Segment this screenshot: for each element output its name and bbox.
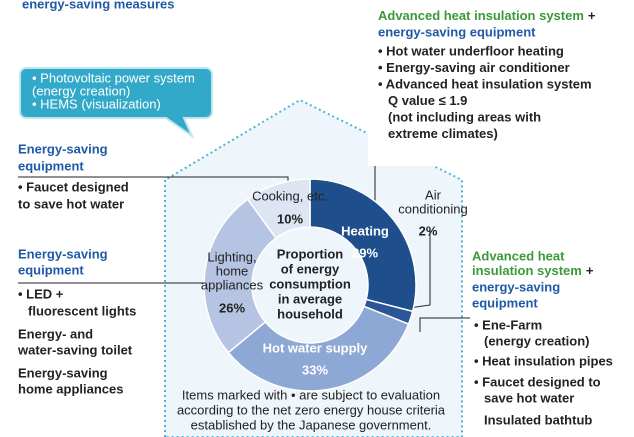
text-line: to save hot water [18,196,124,211]
heading-part: insulation system [472,263,582,278]
heading: Advanced heat insulation system + [378,8,596,23]
text-line: according to the net zero energy house c… [177,402,446,417]
list-item: • Advanced heat insulation system [378,76,592,91]
slice-label: Air [425,187,442,202]
list-item: • Heat insulation pipes [474,353,613,368]
list-item: Energy-saving [18,365,108,380]
heading: Advanced heat [472,248,565,263]
bubble [19,67,213,139]
slice-label: Cooking, etc. [252,188,328,203]
list-item: home appliances [18,381,123,396]
donut-slice [227,305,410,392]
list-item: Q value ≤ 1.9 [388,93,467,108]
donut-slice [246,178,311,240]
text-line: Items marked with • are subject to evalu… [182,387,440,402]
list-item: water-saving toilet [17,342,133,357]
center-label: Proportion [277,246,343,261]
slice-label: conditioning [398,201,467,216]
slice-label: Hot water supply [263,340,369,355]
list-item: • Energy-saving air conditioner [378,60,570,75]
list-item: Insulated bathtub [484,412,592,427]
heading: insulation system + [472,263,594,278]
list-item: save hot water [484,390,574,405]
text-line: established by the Japanese government. [191,417,432,432]
slice-label: home [216,263,249,278]
center-label: consumption [269,276,351,291]
text-line: Energy-saving [18,141,108,156]
heading: energy-saving equipment [378,24,536,39]
text-line: (energy creation) [32,83,130,98]
list-item: fluorescent lights [28,303,136,318]
list-item: (not including areas with [388,109,541,124]
list-item: • Hot water underfloor heating [378,43,564,58]
slice-label: appliances [201,277,264,292]
list-item: • Faucet designed to [474,374,601,389]
text-line: • Photovoltaic power system [32,70,195,85]
text-line: • HEMS (visualization) [32,96,161,111]
slice-label: Lighting, [207,249,256,264]
value-label: 10% [277,211,303,226]
list-item: • LED + [18,286,64,301]
list-item: • Ene-Farm [474,317,542,332]
box [368,40,634,166]
heading-part: + [588,8,596,23]
value-label: 29% [352,245,378,260]
value-label: 33% [302,362,328,377]
center-label: in average [278,291,342,306]
heading-part: + [586,263,594,278]
center-label: household [277,306,343,321]
donut-slice [203,198,277,354]
heading-part: Advanced heat insulation system [378,8,584,23]
heading: equipment [472,295,538,310]
donut-slice [309,178,417,313]
list-item: Energy- and [18,326,93,341]
center-label: of energy [281,261,340,276]
text-line: Energy-saving [18,246,108,261]
list-item: extreme climates) [388,126,498,141]
slice-label: Heating [341,223,389,238]
value-label: 2% [419,223,438,238]
list-item: (energy creation) [484,333,589,348]
heading: energy-saving [472,279,560,294]
title: energy-saving measures [22,0,174,11]
value-label: 26% [219,300,245,315]
text-line: equipment [18,262,84,277]
text-line: • Faucet designed [18,179,129,194]
text-line: equipment [18,158,84,173]
